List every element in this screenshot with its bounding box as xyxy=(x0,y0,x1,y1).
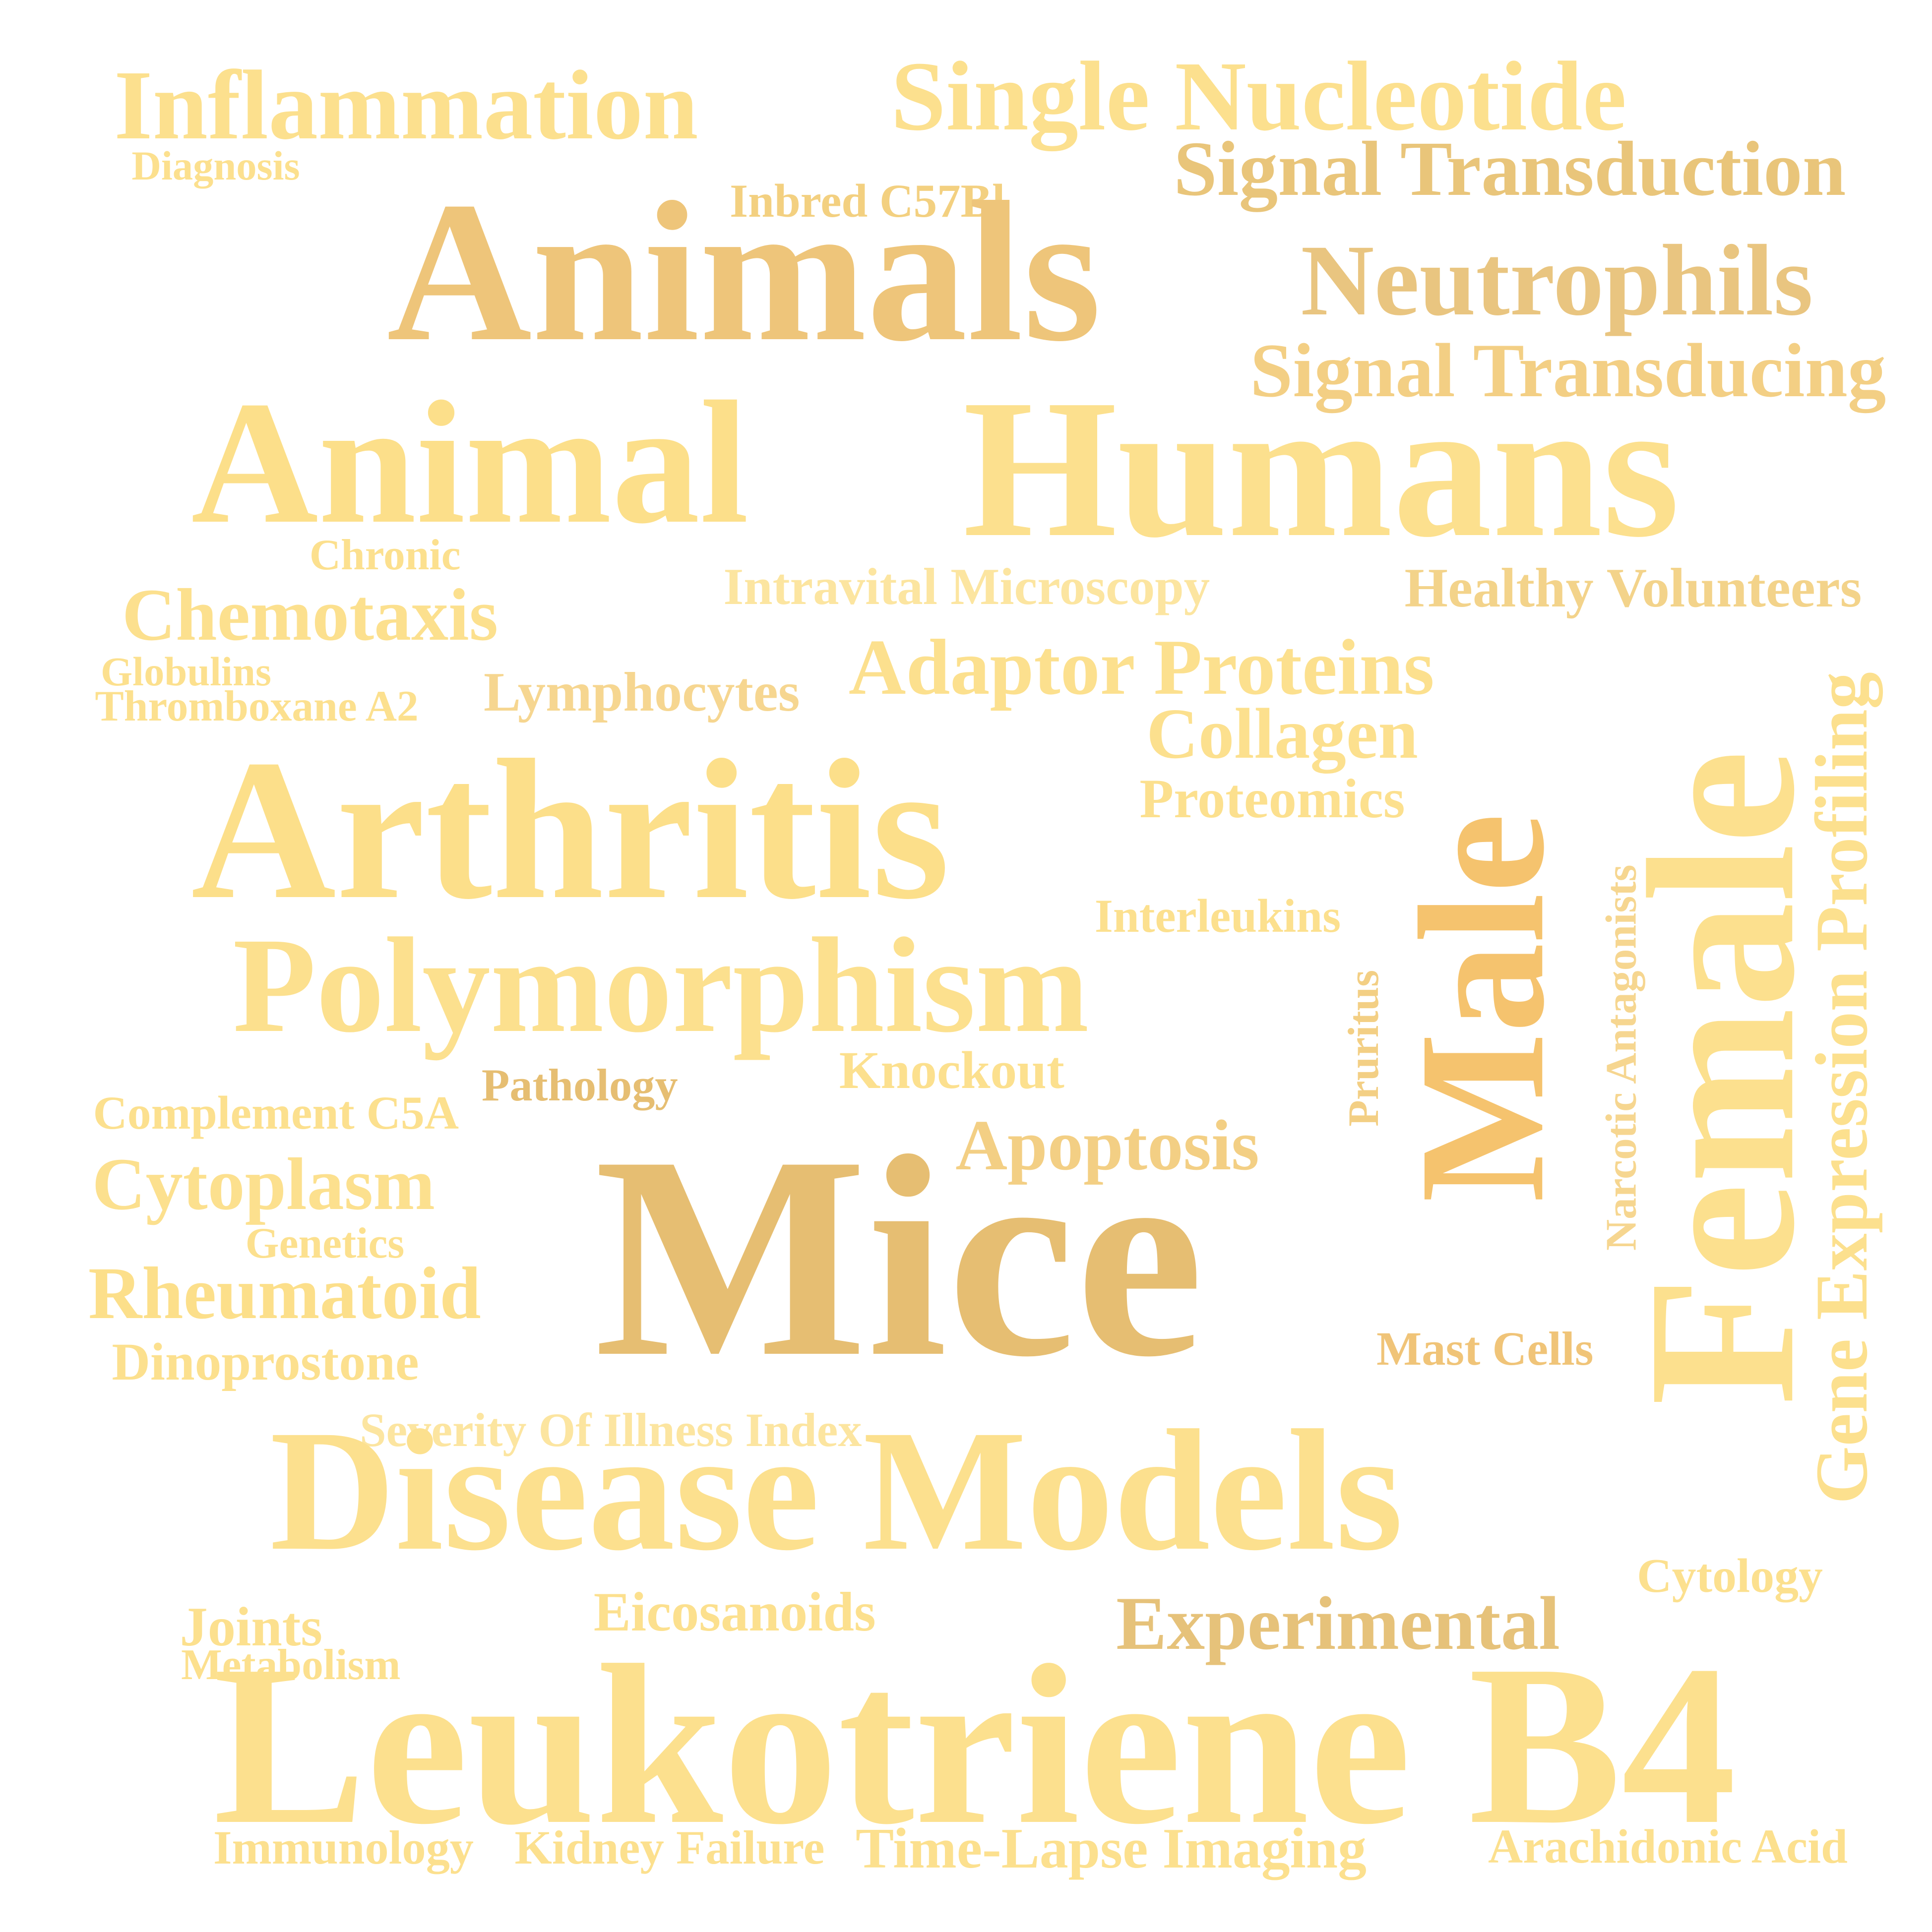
word-neutrophils: Neutrophils xyxy=(1301,224,1813,337)
word-disease-models: Disease Models xyxy=(270,1394,1403,1586)
word-intravital-microscopy: Intravital Microscopy xyxy=(723,557,1210,615)
word-dinoprostone: Dinoprostone xyxy=(112,1332,419,1391)
word-metabolism: Metabolism xyxy=(181,1640,401,1689)
word-joints: Joints xyxy=(180,1596,323,1658)
word-thromboxane-a2: Thromboxane A2 xyxy=(95,682,419,730)
word-arthritis: Arthritis xyxy=(191,718,950,941)
word-cytology: Cytology xyxy=(1637,1549,1823,1603)
word-arachidonic-acid: Arachidonic Acid xyxy=(1488,1820,1848,1873)
word-time-lapse-imaging: Time-Lapse Imaging xyxy=(856,1816,1367,1880)
word-rheumatoid: Rheumatoid xyxy=(88,1252,481,1334)
word-lymphocytes: Lymphocytes xyxy=(483,662,800,723)
word-proteomics: Proteomics xyxy=(1139,768,1405,830)
word-mast-cells: Mast Cells xyxy=(1376,1322,1594,1375)
word-single-nucleotide: Single Nucleotide xyxy=(890,42,1627,151)
word-animals: Animals xyxy=(386,160,1102,383)
word-pathology: Pathology xyxy=(481,1060,678,1111)
word-eicosanoids: Eicosanoids xyxy=(593,1581,876,1643)
word-immunology: Immunology xyxy=(213,1821,474,1874)
word-severity-of-illness-index: Severity Of Illness Index xyxy=(360,1403,862,1456)
word-kidney-failure: Kidney Failure xyxy=(514,1820,825,1874)
word-humans: Humans xyxy=(963,359,1680,578)
word-inbred-c57bl: Inbred C57Bl xyxy=(730,174,1005,227)
word-chemotaxis: Chemotaxis xyxy=(122,574,499,656)
word-female: Female xyxy=(1604,750,1838,1406)
word-experimental: Experimental xyxy=(1116,1581,1560,1666)
word-adaptor-proteins: Adaptor Proteins xyxy=(848,623,1434,711)
word-complement-c5a: Complement C5A xyxy=(93,1087,459,1140)
word-cytoplasm: Cytoplasm xyxy=(92,1143,436,1225)
word-interleukins: Interleukins xyxy=(1094,890,1341,942)
word-leukotriene-b4: Leukotriene B4 xyxy=(213,1618,1737,1872)
word-knockout: Knockout xyxy=(839,1041,1064,1100)
word-gene-expression-profiling: Gene Expression Profiling xyxy=(1800,671,1883,1504)
word-collagen: Collagen xyxy=(1146,694,1418,774)
word-globulins: Globulins xyxy=(101,648,271,694)
word-narcotic-antagonists: Narcotic Antagonists xyxy=(1597,864,1645,1251)
word-inflammation: Inflammation xyxy=(114,50,698,160)
word-chronic: Chronic xyxy=(309,531,461,579)
word-mice: Mice xyxy=(594,1096,1204,1416)
word-male: Male xyxy=(1382,813,1582,1203)
word-genetics: Genetics xyxy=(245,1218,405,1267)
word-diagnosis: Diagnosis xyxy=(131,142,300,188)
word-apoptosis: Apoptosis xyxy=(955,1105,1259,1185)
word-healthy-volunteers: Healthy Volunteers xyxy=(1404,557,1862,619)
word-polymorphism: Polymorphism xyxy=(233,910,1089,1061)
word-signal-transduction: Signal Transduction xyxy=(1174,125,1846,212)
word-signal-transducing: Signal Transducing xyxy=(1250,328,1886,413)
word-animal: Animal xyxy=(191,365,749,560)
word-pruritus: Pruritus xyxy=(1339,969,1387,1127)
